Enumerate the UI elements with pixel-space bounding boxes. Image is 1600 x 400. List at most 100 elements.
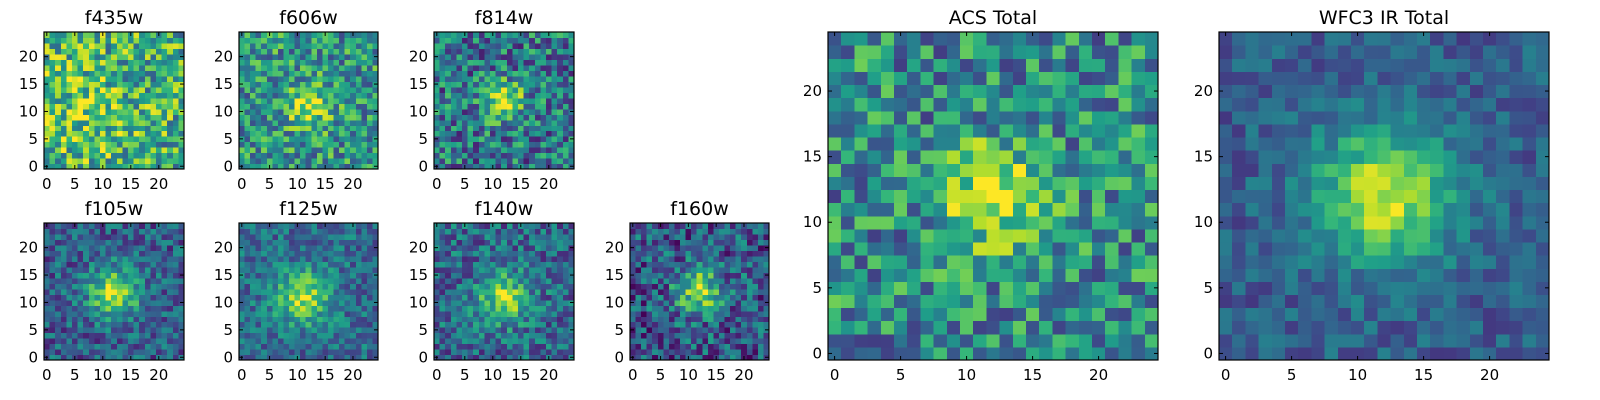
heatmap-cell [450, 244, 457, 251]
heatmap-cell [327, 147, 335, 154]
heatmap-cell [333, 310, 340, 317]
heatmap-cell [456, 228, 463, 235]
heatmap-cell [161, 239, 168, 246]
heatmap-cell [294, 152, 301, 159]
heatmap-cell [128, 53, 135, 60]
heatmap-cell [946, 215, 961, 230]
heatmap-cell [361, 294, 368, 301]
heatmap-cell [144, 349, 151, 356]
heatmap-cell [327, 354, 335, 361]
heatmap-cell [462, 272, 469, 279]
heatmap-cell [986, 294, 1001, 309]
heatmap-cell [439, 321, 446, 328]
heatmap-cell [646, 272, 653, 279]
heatmap-cell [960, 307, 974, 322]
heatmap-cell [546, 266, 553, 273]
heatmap-cell [133, 75, 140, 82]
heatmap-cell [66, 321, 73, 328]
heatmap-cell [105, 136, 112, 143]
heatmap-cell [894, 307, 908, 322]
heatmap-cell [305, 152, 312, 159]
heatmap-cell [88, 228, 95, 235]
heatmap-cell [657, 321, 664, 328]
heatmap-cell [361, 81, 368, 88]
heatmap-cell [305, 42, 312, 50]
heatmap-cell [1092, 333, 1106, 348]
heatmap-cell [702, 305, 709, 312]
heatmap-cell [178, 255, 185, 262]
heatmap-cell [752, 310, 759, 317]
heatmap-cell [506, 244, 513, 251]
heatmap-cell [1105, 307, 1119, 322]
heatmap-cell [150, 321, 157, 328]
heatmap-cell [261, 158, 268, 165]
heatmap-cell [361, 316, 368, 323]
heatmap-cell [495, 75, 502, 82]
heatmap-cell [122, 158, 129, 165]
heatmap-cell [272, 277, 279, 284]
heatmap-cell [133, 70, 140, 77]
heatmap-cell [88, 64, 95, 71]
heatmap-cell [372, 158, 379, 165]
heatmap-cell [77, 163, 84, 170]
heatmap-cell [172, 354, 179, 361]
heatmap-cell [473, 327, 480, 334]
heatmap-cell [551, 42, 558, 50]
heatmap-cell [456, 37, 463, 44]
heatmap-cell [668, 349, 676, 356]
heatmap-cell [946, 163, 961, 177]
heatmap-cell [128, 288, 135, 295]
heatmap-cell [116, 223, 123, 230]
heatmap-cell [473, 108, 480, 115]
heatmap-cell [999, 215, 1014, 230]
heatmap-cell [156, 343, 163, 350]
heatmap-cell [128, 338, 135, 345]
heatmap-cell [960, 241, 974, 256]
heatmap-cell [960, 320, 974, 335]
heatmap-cell [244, 299, 251, 306]
heatmap-cell [568, 152, 575, 159]
heatmap-cell [635, 294, 642, 301]
heatmap-cell [178, 338, 185, 345]
heatmap-cell [322, 228, 329, 235]
heatmap-cell [702, 266, 709, 273]
heatmap-cell [512, 152, 519, 159]
heatmap-cell [366, 59, 374, 66]
heatmap-cell [999, 241, 1014, 256]
heatmap-cell [456, 239, 463, 246]
heatmap-cell [156, 294, 163, 301]
heatmap-cell [478, 233, 485, 241]
heatmap-cell [680, 223, 687, 230]
heatmap-cell [523, 294, 530, 301]
heatmap-cell [272, 103, 279, 110]
heatmap-cell [366, 299, 374, 306]
heatmap-cell [72, 288, 79, 295]
heatmap-cell [841, 294, 855, 309]
heatmap-cell [907, 255, 921, 269]
heatmap-cell [250, 316, 257, 323]
heatmap-cell [546, 92, 553, 99]
heatmap-cell [668, 261, 676, 268]
heatmap-cell [450, 349, 457, 356]
heatmap-cell [490, 114, 497, 121]
heatmap-cell [450, 141, 457, 148]
heatmap-cell [139, 250, 146, 257]
heatmap-cell [894, 163, 908, 177]
heatmap-cell [933, 346, 948, 361]
heatmap-cell [434, 233, 441, 241]
heatmap-cell [674, 261, 681, 268]
heatmap-cell [272, 158, 279, 165]
heatmap-cell [484, 255, 491, 262]
heatmap-cell [512, 233, 519, 241]
heatmap-cell [355, 223, 362, 230]
heatmap-cell [311, 92, 318, 99]
heatmap-cell [907, 228, 921, 243]
heatmap-cell [244, 97, 251, 104]
heatmap-cell [355, 261, 362, 268]
heatmap-cell [646, 277, 653, 284]
heatmap-cell [289, 163, 296, 170]
heatmap-cell [283, 48, 290, 55]
heatmap-cell [94, 305, 101, 312]
heatmap-cell [44, 141, 51, 148]
heatmap-cell [49, 327, 56, 334]
